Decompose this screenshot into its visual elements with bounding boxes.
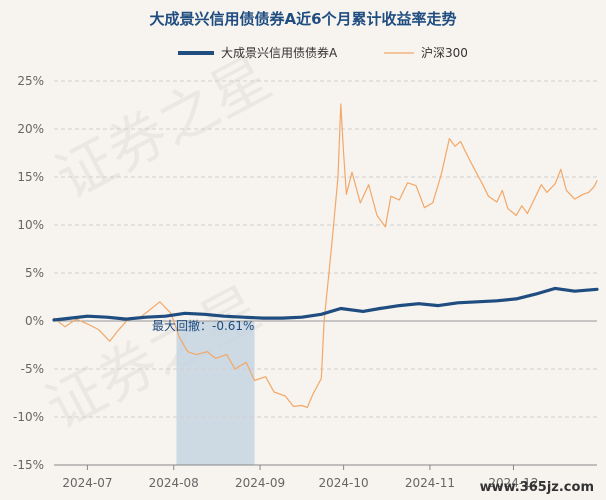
grid-layer bbox=[54, 80, 597, 466]
corner-watermark: www.365jz.com bbox=[480, 480, 594, 495]
legend-label-fund: 大成景兴信用债债券A bbox=[221, 45, 338, 60]
series-line-index bbox=[53, 103, 598, 408]
x-axis: 2024-07 2024-08 2024-09 2024-10 2024-11 2024-… bbox=[54, 464, 597, 490]
chart-title: 大成景兴信用债债券A近6个月累计收益率走势 bbox=[149, 10, 456, 28]
x-tick-label: 2024-08 bbox=[149, 476, 199, 490]
x-tick-label: 2024-11 bbox=[405, 476, 455, 490]
annotation-layer: 最大回撤：-0.61% bbox=[152, 318, 254, 333]
x-tick-label: 2024-10 bbox=[319, 476, 369, 490]
y-tick-label: 10% bbox=[17, 218, 44, 232]
y-tick-label: 5% bbox=[25, 266, 44, 280]
y-tick-label: -5% bbox=[21, 362, 44, 376]
x-tick-label: 2024-09 bbox=[235, 476, 285, 490]
y-tick-label: 15% bbox=[17, 170, 44, 184]
max-drawdown-label: 最大回撤：-0.61% bbox=[152, 318, 254, 333]
series-layer bbox=[52, 103, 599, 408]
y-tick-label: 0% bbox=[25, 314, 44, 328]
legend-label-index: 沪深300 bbox=[421, 46, 468, 60]
y-tick-label: 25% bbox=[17, 74, 44, 88]
legend: 大成景兴信用债债券A 沪深300 bbox=[178, 45, 468, 60]
y-axis: 25% 20% 15% 10% 5% 0% -5% -10% -15% bbox=[13, 74, 44, 472]
drawdown-shade-layer bbox=[176, 321, 255, 465]
x-tick-label: 2024-07 bbox=[62, 476, 112, 490]
y-tick-label: -15% bbox=[13, 458, 44, 472]
y-tick-label: -10% bbox=[13, 410, 44, 424]
watermark-text-1: 证券之星 bbox=[45, 43, 282, 212]
x-tick-label: 2024-12 bbox=[488, 476, 538, 490]
series-line-fund bbox=[52, 286, 599, 322]
drawdown-shade bbox=[176, 321, 255, 465]
y-tick-label: 20% bbox=[17, 122, 44, 136]
